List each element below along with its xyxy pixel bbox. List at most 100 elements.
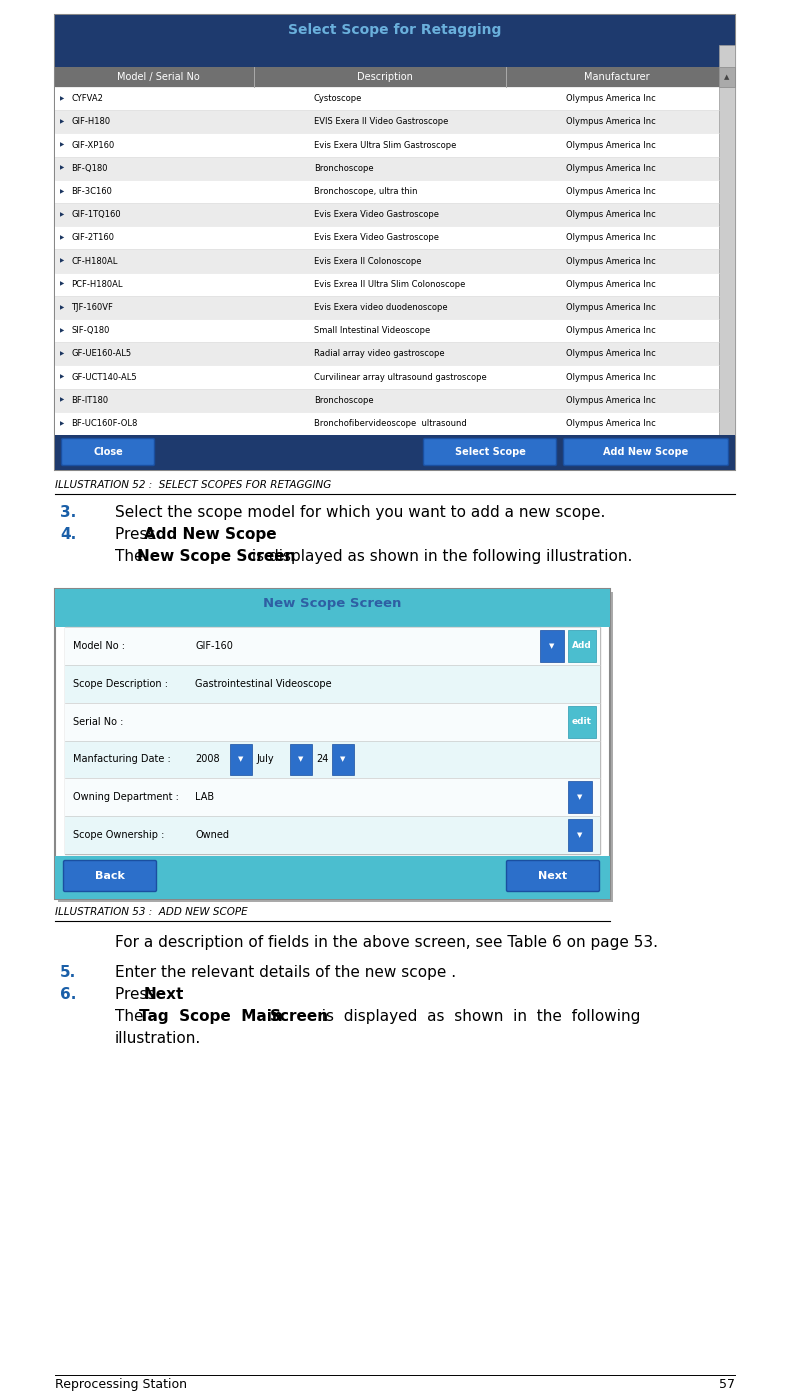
Text: 2008: 2008 <box>195 755 219 764</box>
Text: Add New Scope: Add New Scope <box>144 526 277 542</box>
Bar <box>65 627 600 665</box>
Bar <box>719 67 735 87</box>
Text: GIF-XP160: GIF-XP160 <box>71 140 114 150</box>
Text: ▶: ▶ <box>60 143 64 147</box>
Text: Model No :: Model No : <box>73 641 125 651</box>
Text: is displayed as shown in the following illustration.: is displayed as shown in the following i… <box>247 549 633 564</box>
Text: 6.: 6. <box>60 987 76 1002</box>
Text: ▶: ▶ <box>60 189 64 195</box>
Text: Back: Back <box>95 871 125 881</box>
Text: Olympus America Inc: Olympus America Inc <box>566 419 656 428</box>
Text: ▶: ▶ <box>60 328 64 333</box>
Text: Bronchoscope: Bronchoscope <box>314 164 373 172</box>
Text: Close: Close <box>93 447 123 456</box>
Text: Evis Exera Video Gastroscope: Evis Exera Video Gastroscope <box>314 234 439 242</box>
Text: BF-IT180: BF-IT180 <box>71 396 108 405</box>
Text: Curvilinear array ultrasound gastroscope: Curvilinear array ultrasound gastroscope <box>314 372 487 381</box>
Bar <box>568 706 596 738</box>
Text: CF-H180AL: CF-H180AL <box>71 256 117 266</box>
Text: GIF-1TQ160: GIF-1TQ160 <box>71 210 120 218</box>
Text: Manfacturing Date :: Manfacturing Date : <box>73 755 171 764</box>
Bar <box>55 203 719 227</box>
Bar <box>55 342 719 365</box>
Text: 3.: 3. <box>60 505 76 519</box>
Bar <box>55 855 610 899</box>
Bar <box>568 781 592 813</box>
Text: BF-UC160F-OL8: BF-UC160F-OL8 <box>71 419 138 428</box>
Text: For a description of fields in the above screen, see Table 6 on page 53.: For a description of fields in the above… <box>115 935 658 951</box>
Bar <box>55 227 719 249</box>
Text: ▼: ▼ <box>340 756 346 763</box>
Bar <box>568 630 596 662</box>
Text: Description: Description <box>357 71 413 83</box>
Bar <box>55 45 735 67</box>
FancyBboxPatch shape <box>61 438 155 465</box>
Text: New Scope Screen: New Scope Screen <box>137 549 296 564</box>
Bar <box>55 319 719 342</box>
Bar <box>65 816 600 854</box>
Bar <box>65 703 600 741</box>
Text: ▶: ▶ <box>60 421 64 426</box>
Text: GIF-160: GIF-160 <box>195 641 233 651</box>
Text: .: . <box>249 526 254 542</box>
Text: EVIS Exera II Video Gastroscope: EVIS Exera II Video Gastroscope <box>314 118 448 126</box>
Text: Evis Exrea II Ultra Slim Colonoscope: Evis Exrea II Ultra Slim Colonoscope <box>314 280 465 288</box>
Text: Select Scope for Retagging: Select Scope for Retagging <box>288 22 501 36</box>
Text: ▶: ▶ <box>60 119 64 125</box>
Text: Manufacturer: Manufacturer <box>584 71 650 83</box>
Text: is  displayed  as  shown  in  the  following: is displayed as shown in the following <box>312 1009 641 1023</box>
Text: ▶: ▶ <box>60 259 64 263</box>
Text: ▶: ▶ <box>60 305 64 309</box>
Text: Olympus America Inc: Olympus America Inc <box>566 234 656 242</box>
Text: July: July <box>256 755 274 764</box>
Bar <box>55 111 719 133</box>
Bar <box>55 435 735 470</box>
Text: ILLUSTRATION 52 :  SELECT SCOPES FOR RETAGGING: ILLUSTRATION 52 : SELECT SCOPES FOR RETA… <box>55 480 331 490</box>
Text: Radial array video gastroscope: Radial array video gastroscope <box>314 349 445 358</box>
Text: New Scope Screen: New Scope Screen <box>263 596 402 609</box>
Text: Press: Press <box>115 526 160 542</box>
Text: Olympus America Inc: Olympus America Inc <box>566 188 656 196</box>
Text: Scope Ownership :: Scope Ownership : <box>73 830 164 840</box>
Bar <box>55 617 610 627</box>
Bar <box>55 273 719 295</box>
Text: 4.: 4. <box>60 526 76 542</box>
Text: Select Scope: Select Scope <box>454 447 525 456</box>
Text: ▶: ▶ <box>60 211 64 217</box>
Bar <box>230 743 252 776</box>
Bar <box>55 179 719 203</box>
Bar <box>55 157 719 179</box>
Text: ▲: ▲ <box>725 74 729 80</box>
Bar <box>65 778 600 816</box>
Bar <box>332 743 354 776</box>
Text: Olympus America Inc: Olympus America Inc <box>566 164 656 172</box>
Text: Olympus America Inc: Olympus America Inc <box>566 256 656 266</box>
Text: CYFVA2: CYFVA2 <box>71 94 103 104</box>
Bar <box>65 665 600 703</box>
Text: Olympus America Inc: Olympus America Inc <box>566 210 656 218</box>
Text: Select the scope model for which you want to add a new scope.: Select the scope model for which you wan… <box>115 505 605 519</box>
Text: Cystoscope: Cystoscope <box>314 94 362 104</box>
Text: LAB: LAB <box>195 792 214 802</box>
Bar <box>719 45 735 435</box>
Text: GIF-H180: GIF-H180 <box>71 118 110 126</box>
Bar <box>55 87 719 111</box>
Text: Gastrointestinal Videoscope: Gastrointestinal Videoscope <box>195 679 332 689</box>
Text: .: . <box>176 987 181 1002</box>
Text: TJF-160VF: TJF-160VF <box>71 302 113 312</box>
Text: Olympus America Inc: Olympus America Inc <box>566 349 656 358</box>
Text: BF-Q180: BF-Q180 <box>71 164 108 172</box>
Text: Bronchoscope, ultra thin: Bronchoscope, ultra thin <box>314 188 417 196</box>
Text: Evis Exera II Colonoscope: Evis Exera II Colonoscope <box>314 256 421 266</box>
Text: The: The <box>115 549 149 564</box>
Text: Bronchoscope: Bronchoscope <box>314 396 373 405</box>
Text: Bronchofibervideoscope  ultrasound: Bronchofibervideoscope ultrasound <box>314 419 467 428</box>
Bar <box>55 412 719 435</box>
Text: ▶: ▶ <box>60 281 64 287</box>
Text: Evis Exera Video Gastroscope: Evis Exera Video Gastroscope <box>314 210 439 218</box>
Text: Reprocessing Station: Reprocessing Station <box>55 1378 187 1392</box>
Bar <box>540 630 564 662</box>
Text: BF-3C160: BF-3C160 <box>71 188 112 196</box>
Bar <box>290 743 312 776</box>
Text: Olympus America Inc: Olympus America Inc <box>566 140 656 150</box>
